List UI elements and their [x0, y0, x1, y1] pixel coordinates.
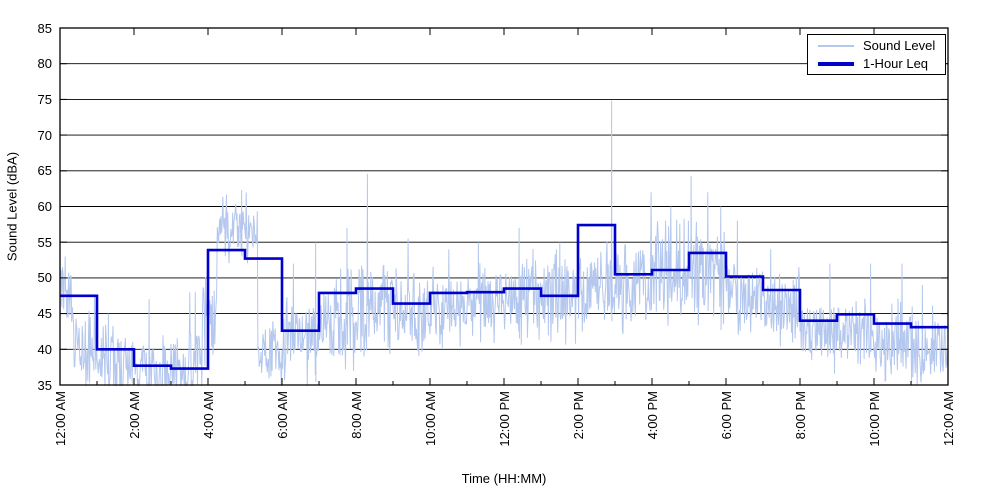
x-tick-label: 10:00 PM — [866, 391, 882, 447]
legend-line-sound-level — [818, 44, 854, 47]
legend-label-1hour-leq: 1-Hour Leq — [863, 56, 929, 71]
y-tick-label: 85 — [37, 20, 52, 36]
legend-entry-1hour-leq: 1-Hour Leq — [808, 56, 945, 71]
y-tick-label: 50 — [37, 270, 52, 286]
leq-step-line — [60, 223, 948, 370]
x-tick-label: 6:00 AM — [274, 391, 290, 439]
y-tick-label: 55 — [37, 234, 52, 250]
x-tick-label: 4:00 PM — [644, 391, 660, 440]
y-tick-label: 70 — [37, 127, 52, 143]
x-tick-label: 6:00 PM — [718, 391, 734, 440]
y-tick-label: 60 — [37, 199, 52, 214]
x-tick-label: 12:00 AM — [52, 391, 68, 446]
y-tick-label: 65 — [37, 163, 52, 179]
x-tick-label: 8:00 PM — [792, 391, 808, 440]
y-tick-label: 80 — [37, 56, 52, 72]
legend-line-1hour-leq — [818, 61, 854, 66]
y-axis-title: Sound Level (dBA) — [4, 151, 20, 262]
y-tick-label: 75 — [37, 91, 52, 107]
legend: Sound Level 1-Hour Leq — [807, 34, 946, 75]
x-tick-label: 2:00 PM — [570, 391, 586, 440]
legend-label-sound-level: Sound Level — [863, 38, 936, 53]
x-axis-title: Time (HH:MM) — [461, 471, 547, 486]
y-tick-label: 45 — [37, 306, 52, 322]
y-tick-label: 35 — [37, 377, 52, 393]
x-tick-label: 2:00 AM — [126, 391, 142, 439]
x-tick-label: 10:00 AM — [422, 391, 438, 446]
legend-entry-sound-level: Sound Level — [808, 38, 945, 53]
sound-level-trace — [60, 100, 948, 386]
x-tick-label: 8:00 AM — [348, 391, 364, 439]
y-tick-label: 40 — [37, 341, 52, 357]
x-tick-label: 12:00 AM — [940, 391, 956, 446]
x-tick-label: 4:00 AM — [200, 391, 216, 439]
x-tick-label: 12:00 PM — [496, 391, 512, 447]
